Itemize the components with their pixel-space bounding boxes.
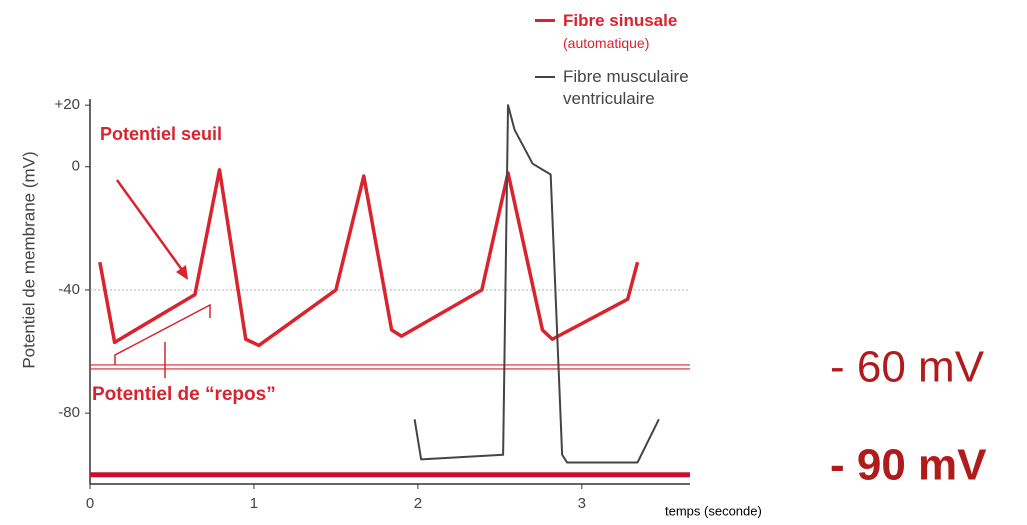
legend-note: (automatique) — [563, 35, 650, 51]
legend-label: Fibre musculaire ventriculaire — [563, 67, 689, 108]
y-axis-label: Potentiel de membrane (mV) — [19, 151, 38, 368]
series-line — [98, 168, 640, 348]
x-tick-label: 2 — [414, 495, 422, 512]
arrow — [115, 179, 187, 275]
annotation: Potentiel de “repos” — [92, 384, 276, 405]
y-tick-label: -80 — [58, 404, 80, 421]
annotation: - 90 mV — [830, 441, 987, 490]
x-axis-label: temps (seconde) — [665, 503, 762, 518]
legend-name: Fibre sinusale — [563, 11, 678, 30]
y-tick-label: 0 — [72, 158, 80, 175]
arrow-head — [176, 265, 188, 280]
bracket — [114, 303, 211, 365]
legend-ventricule: Fibre musculaire ventriculaire — [535, 66, 735, 110]
legend-sinus: Fibre sinusale (automatique) — [535, 10, 795, 54]
annotation: Potentiel seuil — [100, 124, 222, 144]
y-tick-label: +20 — [55, 96, 80, 113]
legend-label: Fibre sinusale (automatique) — [563, 10, 693, 54]
x-tick-label: 0 — [86, 495, 94, 512]
legend-swatch — [535, 19, 555, 22]
annotation: - 60 mV — [830, 343, 985, 392]
series-line — [413, 104, 660, 464]
x-tick-label: 3 — [578, 495, 586, 512]
legend-swatch — [535, 76, 555, 78]
y-tick-label: -40 — [58, 281, 80, 298]
x-tick-label: 1 — [250, 495, 258, 512]
